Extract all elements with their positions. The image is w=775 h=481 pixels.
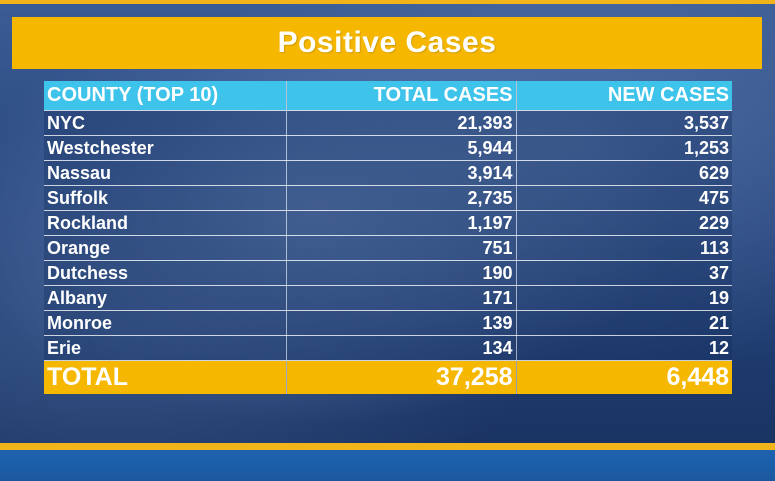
total-label: TOTAL (44, 360, 287, 394)
total-cases-cell: 1,197 (286, 210, 517, 236)
table-row: Albany 171 19 (44, 285, 732, 311)
top-accent-bar (0, 0, 775, 4)
new-cases-cell: 229 (516, 210, 732, 236)
title-banner: Positive Cases (12, 17, 762, 69)
table-row: Dutchess 190 37 (44, 260, 732, 286)
new-cases-cell: 37 (516, 260, 732, 286)
new-cases-cell: 19 (516, 285, 732, 311)
total-cases-cell: 171 (286, 285, 517, 311)
header-county: COUNTY (TOP 10) (44, 81, 287, 111)
table-row: Suffolk 2,735 475 (44, 185, 732, 211)
table-row: Orange 751 113 (44, 235, 732, 261)
total-cases-cell: 21,393 (286, 110, 517, 136)
county-cell: Orange (44, 235, 287, 261)
table-row: Monroe 139 21 (44, 310, 732, 336)
total-cases-cell: 2,735 (286, 185, 517, 211)
table-row: Westchester 5,944 1,253 (44, 135, 732, 161)
total-cases-cell: 190 (286, 260, 517, 286)
table-row: Rockland 1,197 229 (44, 210, 732, 236)
table-row: Erie 134 12 (44, 335, 732, 361)
header-new-cases: NEW CASES (516, 81, 732, 111)
new-cases-cell: 3,537 (516, 110, 732, 136)
total-cases-cell: 751 (286, 235, 517, 261)
county-cell: Westchester (44, 135, 287, 161)
total-row: TOTAL 37,258 6,448 (44, 360, 732, 394)
new-cases-cell: 12 (516, 335, 732, 361)
new-cases-sum: 6,448 (516, 360, 732, 394)
county-cell: Albany (44, 285, 287, 311)
bottom-bar (0, 450, 775, 481)
new-cases-cell: 21 (516, 310, 732, 336)
county-cell: Erie (44, 335, 287, 361)
county-cell: Suffolk (44, 185, 287, 211)
total-cases-cell: 5,944 (286, 135, 517, 161)
new-cases-cell: 629 (516, 160, 732, 186)
new-cases-cell: 113 (516, 235, 732, 261)
bottom-accent-stripe (0, 443, 775, 450)
new-cases-cell: 1,253 (516, 135, 732, 161)
county-cell: Rockland (44, 210, 287, 236)
county-cell: Monroe (44, 310, 287, 336)
table-header-row: COUNTY (TOP 10) TOTAL CASES NEW CASES (44, 81, 732, 111)
header-total-cases: TOTAL CASES (286, 81, 517, 111)
county-cell: Dutchess (44, 260, 287, 286)
table-row: NYC 21,393 3,537 (44, 110, 732, 136)
total-cases-cell: 139 (286, 310, 517, 336)
county-cell: Nassau (44, 160, 287, 186)
county-cell: NYC (44, 110, 287, 136)
cases-table: COUNTY (TOP 10) TOTAL CASES NEW CASES NY… (44, 81, 732, 394)
table-row: Nassau 3,914 629 (44, 160, 732, 186)
total-cases-sum: 37,258 (286, 360, 517, 394)
total-cases-cell: 3,914 (286, 160, 517, 186)
total-cases-cell: 134 (286, 335, 517, 361)
page-title: Positive Cases (277, 26, 497, 59)
new-cases-cell: 475 (516, 185, 732, 211)
